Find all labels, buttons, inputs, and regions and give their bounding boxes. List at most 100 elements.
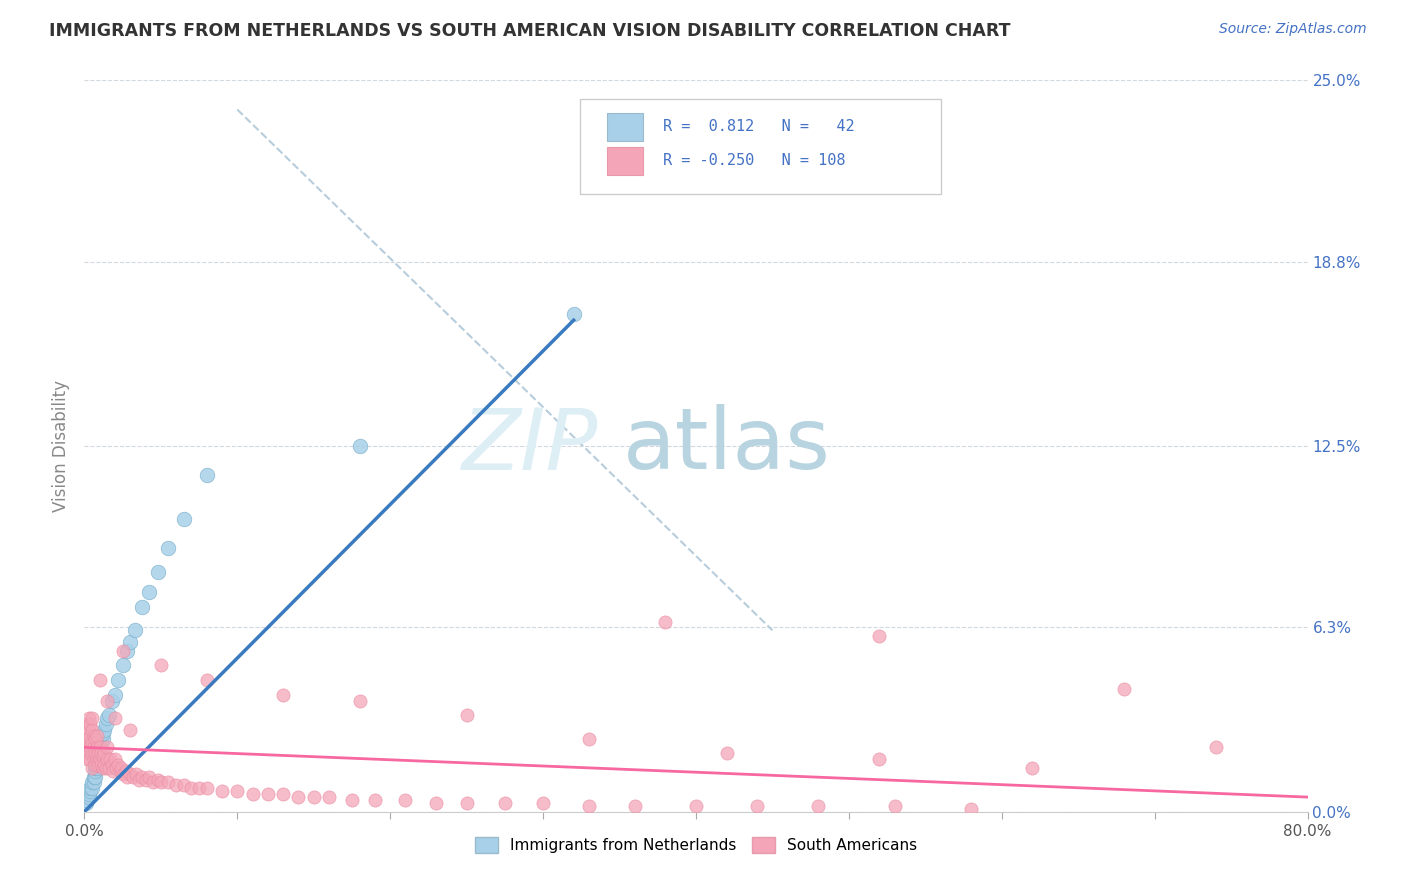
Point [807, 798, 830, 813]
Point [79, 784, 101, 798]
Point [96, 693, 118, 707]
Point [138, 770, 160, 784]
Point [77, 746, 100, 760]
Point [91, 761, 114, 775]
Point [394, 793, 416, 807]
Point [80, 746, 103, 760]
Point [157, 541, 180, 556]
Point [318, 790, 340, 805]
Point [79, 752, 101, 766]
Point [149, 775, 172, 789]
Point [257, 787, 280, 801]
Point [87, 758, 110, 772]
Point [89, 752, 111, 766]
Point [107, 673, 129, 687]
Point [80, 723, 103, 737]
Point [869, 752, 891, 766]
Point [456, 796, 478, 810]
Point [111, 644, 134, 658]
Point [87, 746, 110, 760]
Point [91, 725, 114, 739]
Point [90, 758, 112, 772]
Point [97, 708, 120, 723]
Point [494, 796, 516, 810]
Point [94, 717, 117, 731]
Point [456, 708, 478, 723]
Point [685, 798, 707, 813]
Point [138, 585, 160, 599]
Point [79, 740, 101, 755]
Point [96, 711, 118, 725]
Point [173, 512, 195, 526]
Text: R =  0.812   N =   42: R = 0.812 N = 42 [664, 119, 855, 134]
Point [90, 734, 112, 748]
Point [173, 778, 195, 792]
Point [77, 723, 100, 737]
Text: Source: ZipAtlas.com: Source: ZipAtlas.com [1219, 22, 1367, 37]
Text: IMMIGRANTS FROM NETHERLANDS VS SOUTH AMERICAN VISION DISABILITY CORRELATION CHAR: IMMIGRANTS FROM NETHERLANDS VS SOUTH AME… [49, 22, 1011, 40]
Point [93, 758, 115, 772]
Point [97, 761, 120, 775]
Point [83, 740, 105, 755]
Point [104, 752, 127, 766]
Point [111, 766, 134, 780]
Point [195, 468, 218, 483]
Point [578, 731, 600, 746]
Point [654, 615, 676, 629]
Point [79, 729, 101, 743]
Point [128, 772, 150, 787]
Point [531, 796, 554, 810]
Point [89, 740, 111, 755]
Point [747, 798, 769, 813]
Point [80, 734, 103, 748]
Point [83, 752, 105, 766]
Point [86, 752, 108, 766]
Point [80, 781, 103, 796]
Point [76, 717, 98, 731]
Point [101, 693, 124, 707]
Point [84, 758, 107, 772]
Text: atlas: atlas [623, 404, 831, 488]
Point [89, 746, 111, 760]
Legend: Immigrants from Netherlands, South Americans: Immigrants from Netherlands, South Ameri… [468, 830, 924, 859]
Point [157, 775, 180, 789]
Point [1205, 740, 1227, 755]
Point [869, 629, 891, 643]
Point [77, 731, 100, 746]
Point [87, 752, 110, 766]
Text: ZIP: ZIP [461, 404, 598, 488]
Point [111, 658, 134, 673]
Point [103, 764, 125, 778]
FancyBboxPatch shape [606, 113, 644, 141]
Point [195, 673, 218, 687]
Point [86, 755, 108, 769]
Point [108, 764, 131, 778]
Point [115, 644, 138, 658]
Point [188, 781, 211, 796]
Point [96, 740, 118, 755]
Point [131, 770, 153, 784]
Point [79, 717, 101, 731]
Point [960, 802, 983, 816]
Point [98, 752, 121, 766]
Point [122, 770, 145, 784]
Point [104, 711, 127, 725]
Point [93, 723, 115, 737]
Point [87, 746, 110, 760]
Point [302, 790, 325, 805]
Point [75, 796, 97, 810]
Point [425, 796, 447, 810]
Point [146, 565, 169, 579]
Point [883, 798, 905, 813]
Point [83, 775, 105, 789]
Point [364, 793, 387, 807]
Point [271, 787, 294, 801]
Point [105, 761, 128, 775]
Point [84, 746, 107, 760]
Point [84, 770, 107, 784]
Point [80, 761, 103, 775]
Point [91, 749, 114, 764]
Point [79, 781, 101, 796]
Point [226, 784, 249, 798]
Point [195, 781, 218, 796]
